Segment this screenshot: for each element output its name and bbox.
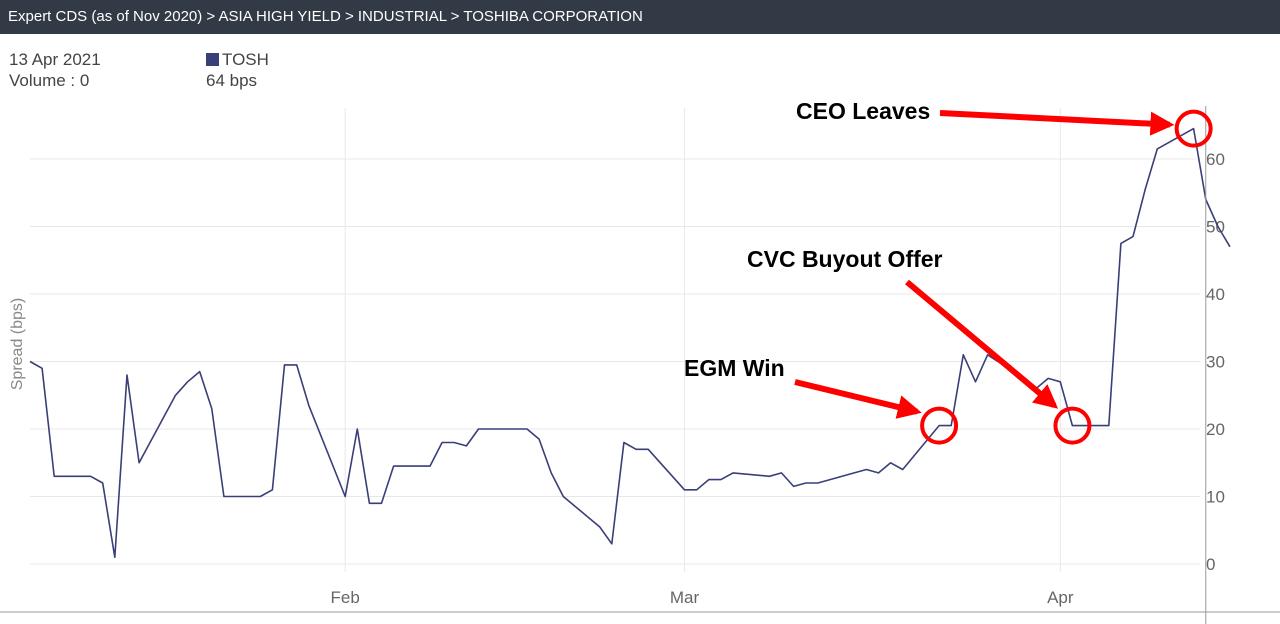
y-tick-label: 30 (1206, 353, 1225, 372)
x-tick-label: Feb (331, 588, 360, 607)
y-tick-label: 40 (1206, 285, 1225, 304)
legend-entry-tosh[interactable]: TOSH (206, 49, 269, 70)
x-tick-label: Mar (670, 588, 700, 607)
series-line-tosh (29, 127, 1231, 559)
tooltip-series: TOSH 64 bps (206, 49, 269, 91)
y-tick-label: 20 (1206, 420, 1225, 439)
annotation-arrow (939, 110, 1175, 136)
legend-swatch (206, 53, 219, 66)
x-tick-label: Apr (1047, 588, 1074, 607)
y-tick-label: 10 (1206, 488, 1225, 507)
breadcrumb: Expert CDS (as of Nov 2020) > ASIA HIGH … (0, 0, 1280, 34)
annotation-arrow (794, 379, 922, 419)
x-axis-ticks: Feb Mar Apr (331, 588, 1074, 607)
tooltip-date-volume: 13 Apr 2021 Volume : 0 (9, 49, 101, 91)
y-axis-label: Spread (bps) (9, 298, 26, 391)
annotation-circle (1053, 406, 1092, 445)
annotation-arrow (905, 279, 1059, 409)
series-tosh[interactable] (29, 127, 1231, 559)
y-tick-label: 60 (1206, 150, 1225, 169)
annotation-circle (1174, 109, 1213, 148)
tooltip-date: 13 Apr 2021 (9, 50, 101, 69)
annotations: EGM Win CVC Buyout Offer CEO Leaves (684, 98, 1213, 445)
annotation-label: CVC Buyout Offer (747, 246, 943, 272)
tooltip-volume: Volume : 0 (9, 71, 90, 90)
grid-lines (0, 108, 1280, 613)
y-tick-label: 0 (1206, 555, 1215, 574)
annotation-label: EGM Win (684, 355, 785, 381)
annotation-circle (920, 406, 959, 445)
legend-label: TOSH (222, 50, 269, 69)
tooltip-value: 64 bps (206, 71, 258, 90)
annotation-label: CEO Leaves (796, 98, 930, 124)
